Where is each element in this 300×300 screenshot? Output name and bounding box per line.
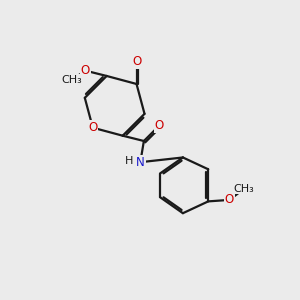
Text: O: O — [154, 119, 164, 132]
Text: H: H — [125, 156, 133, 166]
Text: O: O — [88, 121, 98, 134]
Text: CH₃: CH₃ — [61, 75, 82, 85]
Text: CH₃: CH₃ — [234, 184, 254, 194]
Text: O: O — [225, 194, 234, 206]
Text: O: O — [132, 56, 141, 68]
Text: N: N — [136, 156, 145, 169]
Text: O: O — [81, 64, 90, 77]
